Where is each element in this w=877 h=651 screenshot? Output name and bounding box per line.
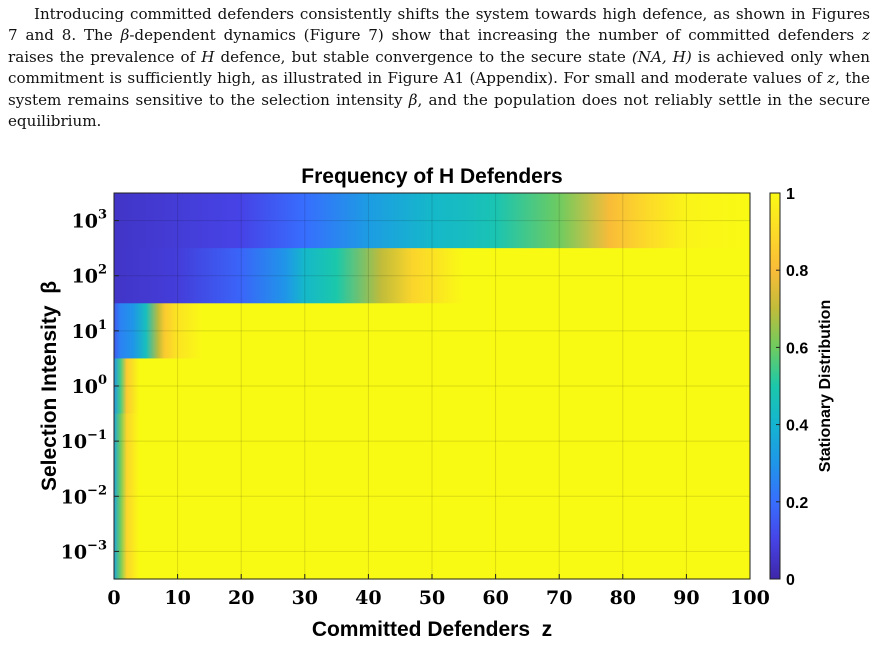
paragraph-math-beta: β — [408, 90, 418, 109]
paragraph-text: raises the prevalence of — [8, 47, 202, 66]
y-tick-label: 10−2 — [61, 483, 107, 508]
y-tick-label: 100 — [72, 373, 108, 398]
colorbar-tick-label: 0 — [786, 572, 795, 589]
heatmap-row — [114, 303, 750, 360]
heatmap-row — [114, 193, 750, 249]
paragraph-math-beta: β — [120, 26, 130, 45]
paragraph-text: defence, but stable convergence to the s… — [214, 47, 632, 66]
y-axis-ticks: 103 102 101 100 10−1 10−2 10−3 — [61, 208, 119, 563]
paragraph-text: is achieved only when commitment is suff… — [8, 47, 870, 88]
heatmap-row — [114, 248, 750, 304]
colorbar-tick-label: 0.8 — [786, 263, 808, 280]
x-tick-label: 70 — [546, 587, 572, 609]
y-tick-label: 101 — [72, 318, 108, 343]
paragraph-math-h: H — [201, 47, 215, 66]
chart-title: Frequency of H Defenders — [301, 165, 562, 188]
x-tick-label: 30 — [292, 587, 318, 609]
grid-lines — [114, 193, 750, 579]
heatmap-row — [114, 358, 750, 415]
colorbar-tick-label: 0.4 — [786, 418, 808, 435]
colorbar — [769, 192, 781, 580]
body-paragraph: Introducing committed defenders consiste… — [8, 4, 870, 132]
colorbar-tick-label: 0.2 — [786, 495, 808, 512]
heatmap-row — [114, 523, 750, 580]
paragraph-text: , the system remains sensitive to the se… — [8, 69, 870, 109]
paragraph-math-state: (NA, H) — [631, 47, 692, 66]
paragraph-text: -dependent dynamics (Figure 7) show that… — [129, 26, 863, 45]
y-tick-label: 10−1 — [61, 428, 107, 453]
paragraph-text: Introducing committed defenders consiste… — [8, 5, 870, 45]
y-tick-label: 10−3 — [61, 538, 107, 563]
x-axis-ticks: 0 10 20 30 40 50 60 70 80 90 100 — [107, 574, 770, 609]
x-tick-label: 50 — [419, 587, 445, 609]
y-axis-label: Selection Intensity β — [38, 281, 61, 491]
paragraph-math-z: z — [862, 26, 870, 45]
x-tick-label: 40 — [355, 587, 381, 609]
x-tick-label: 100 — [730, 587, 770, 609]
colorbar-label: Stationary Distribution — [817, 300, 834, 472]
paragraph-text: , and the population does not reliably s… — [8, 90, 871, 131]
x-tick-label: 0 — [107, 587, 120, 609]
y-tick-label: 102 — [72, 263, 108, 288]
y-tick-label: 103 — [72, 208, 108, 233]
x-tick-label: 20 — [228, 587, 254, 609]
heatmap-row — [114, 468, 750, 525]
x-tick-label: 10 — [164, 587, 190, 609]
heatmap-row — [114, 413, 750, 470]
x-tick-label: 60 — [482, 587, 508, 609]
colorbar-tick-label: 0.6 — [786, 340, 808, 357]
heatmap-cells — [114, 193, 750, 580]
x-axis-label: Committed Defenders z — [312, 618, 552, 641]
colorbar-tick-label: 1 — [786, 186, 795, 203]
x-tick-label: 90 — [673, 587, 699, 609]
paragraph-math-z: z — [827, 69, 836, 88]
x-tick-label: 80 — [610, 587, 636, 609]
colorbar-ticks: 1 0.8 0.6 0.4 0.2 0 — [776, 186, 808, 589]
